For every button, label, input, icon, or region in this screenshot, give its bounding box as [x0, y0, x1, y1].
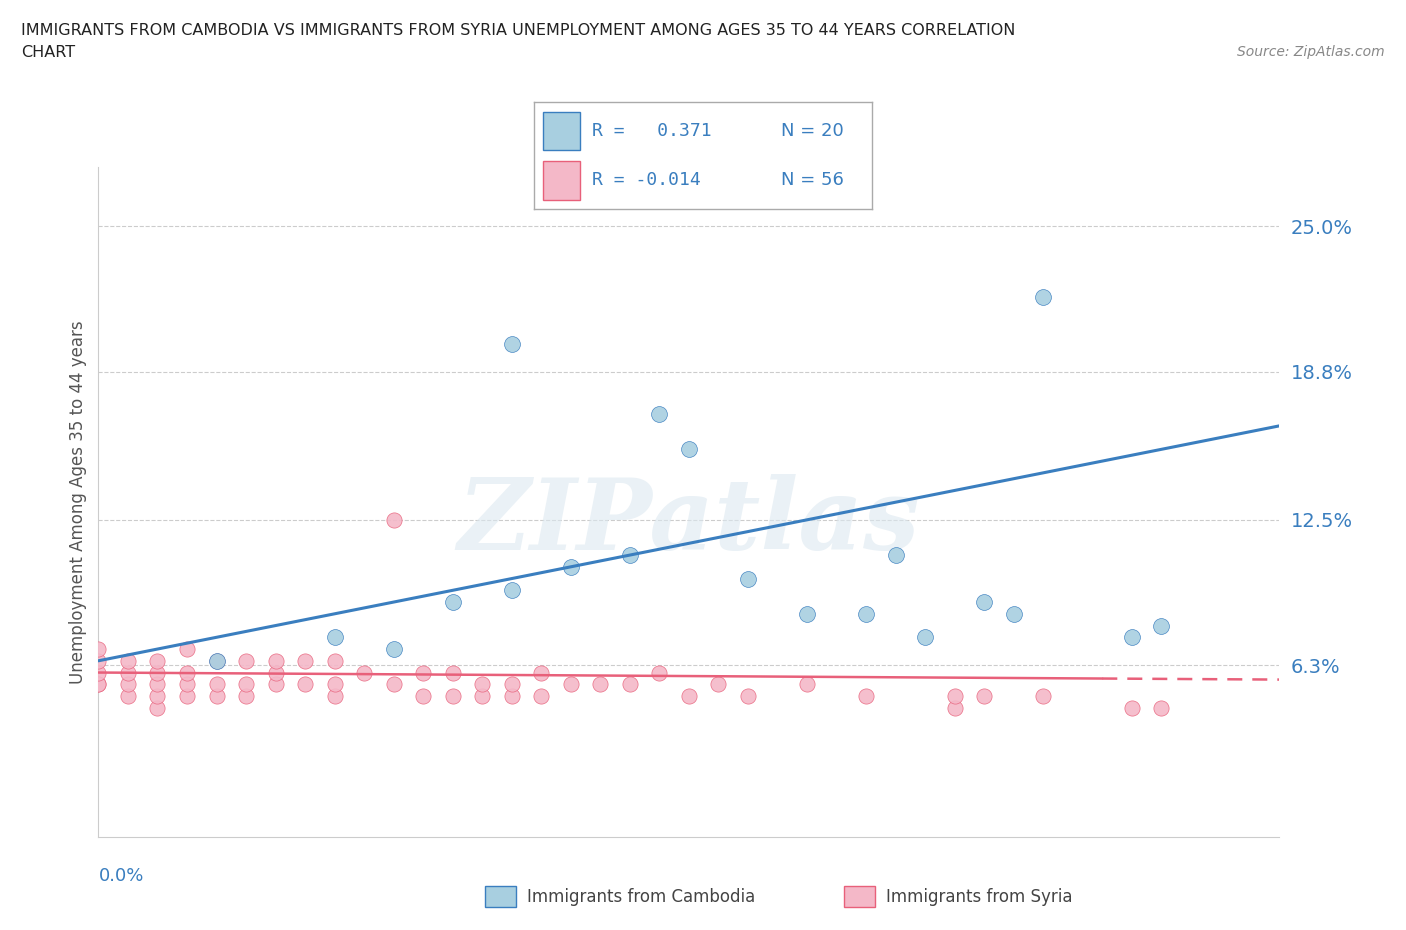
- Point: [1150, 618, 1173, 633]
- Point: [471, 677, 494, 692]
- Point: [176, 688, 198, 703]
- Point: [235, 677, 257, 692]
- Point: [796, 677, 818, 692]
- Point: [87, 677, 110, 692]
- Y-axis label: Unemployment Among Ages 35 to 44 years: Unemployment Among Ages 35 to 44 years: [69, 321, 87, 684]
- Point: [560, 677, 582, 692]
- Text: R =   0.371: R = 0.371: [592, 122, 711, 140]
- Point: [1032, 289, 1054, 304]
- Point: [884, 548, 907, 563]
- Point: [530, 688, 553, 703]
- Point: [382, 642, 405, 657]
- Point: [382, 677, 405, 692]
- Point: [205, 677, 228, 692]
- Point: [619, 548, 641, 563]
- Point: [441, 665, 464, 680]
- Point: [737, 688, 759, 703]
- Point: [294, 654, 316, 669]
- Point: [235, 688, 257, 703]
- Point: [973, 688, 995, 703]
- Point: [973, 594, 995, 609]
- Point: [412, 665, 434, 680]
- Bar: [543, 161, 579, 200]
- Point: [678, 442, 700, 457]
- Point: [1150, 700, 1173, 715]
- Point: [264, 654, 287, 669]
- Point: [146, 688, 169, 703]
- Point: [501, 583, 523, 598]
- Point: [323, 654, 346, 669]
- Point: [294, 677, 316, 692]
- Point: [648, 406, 671, 421]
- Point: [501, 688, 523, 703]
- Point: [707, 677, 730, 692]
- Point: [176, 677, 198, 692]
- Point: [146, 700, 169, 715]
- Point: [1032, 688, 1054, 703]
- Point: [943, 688, 966, 703]
- Point: [678, 688, 700, 703]
- Text: Immigrants from Syria: Immigrants from Syria: [886, 887, 1073, 906]
- Point: [412, 688, 434, 703]
- Point: [796, 606, 818, 621]
- Bar: [543, 112, 579, 151]
- Point: [855, 688, 877, 703]
- Point: [117, 665, 139, 680]
- Point: [176, 665, 198, 680]
- Point: [914, 630, 936, 644]
- Point: [87, 677, 110, 692]
- Point: [146, 665, 169, 680]
- Point: [264, 677, 287, 692]
- Point: [560, 559, 582, 574]
- Text: Immigrants from Cambodia: Immigrants from Cambodia: [527, 887, 755, 906]
- Point: [530, 665, 553, 680]
- Point: [87, 642, 110, 657]
- Point: [441, 688, 464, 703]
- Point: [87, 665, 110, 680]
- Point: [1121, 630, 1143, 644]
- Point: [205, 688, 228, 703]
- Text: N = 56: N = 56: [780, 171, 844, 190]
- Point: [323, 630, 346, 644]
- Point: [117, 677, 139, 692]
- Point: [1121, 700, 1143, 715]
- Point: [855, 606, 877, 621]
- Point: [501, 336, 523, 351]
- Text: CHART: CHART: [21, 45, 75, 60]
- Point: [737, 571, 759, 586]
- Text: ZIPatlas: ZIPatlas: [458, 474, 920, 570]
- Point: [441, 594, 464, 609]
- Text: 0.0%: 0.0%: [98, 867, 143, 885]
- Text: N = 20: N = 20: [780, 122, 844, 140]
- Point: [176, 642, 198, 657]
- Point: [382, 512, 405, 527]
- Point: [117, 688, 139, 703]
- Point: [323, 688, 346, 703]
- Point: [471, 688, 494, 703]
- Point: [205, 654, 228, 669]
- Text: Source: ZipAtlas.com: Source: ZipAtlas.com: [1237, 45, 1385, 59]
- Point: [117, 654, 139, 669]
- Point: [235, 654, 257, 669]
- Text: IMMIGRANTS FROM CAMBODIA VS IMMIGRANTS FROM SYRIA UNEMPLOYMENT AMONG AGES 35 TO : IMMIGRANTS FROM CAMBODIA VS IMMIGRANTS F…: [21, 23, 1015, 38]
- Point: [146, 677, 169, 692]
- Point: [501, 677, 523, 692]
- Point: [943, 700, 966, 715]
- Point: [648, 665, 671, 680]
- Point: [323, 677, 346, 692]
- Point: [1002, 606, 1025, 621]
- Point: [146, 654, 169, 669]
- Point: [589, 677, 612, 692]
- Point: [619, 677, 641, 692]
- Point: [353, 665, 375, 680]
- Text: R = -0.014: R = -0.014: [592, 171, 700, 190]
- Point: [264, 665, 287, 680]
- Point: [205, 654, 228, 669]
- Point: [87, 654, 110, 669]
